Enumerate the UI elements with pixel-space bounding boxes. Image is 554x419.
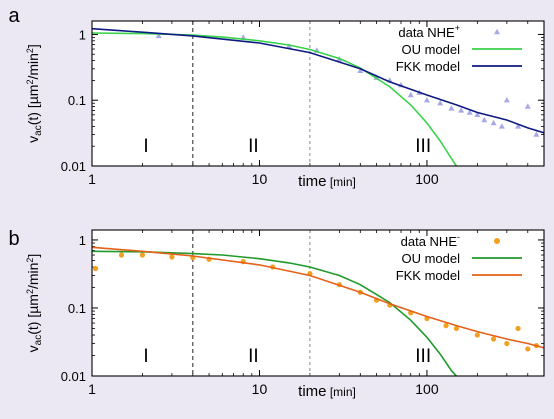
y-axis-label: vac(t) [µm2/min2] bbox=[25, 254, 44, 353]
regime-label: I bbox=[143, 136, 148, 157]
y-axis-label-end: ] bbox=[25, 44, 41, 48]
x-tick-label: 1 bbox=[88, 171, 96, 187]
panel-label: b bbox=[8, 228, 19, 250]
legend-label: data NHE- bbox=[401, 232, 460, 249]
y-axis-label-sub: ac bbox=[33, 125, 44, 136]
x-tick-label: 10 bbox=[252, 171, 268, 187]
x-axis-label-unit: [min] bbox=[327, 385, 356, 399]
legend-label: data NHE+ bbox=[398, 23, 460, 40]
data-point-circle bbox=[118, 252, 125, 258]
data-point-circle bbox=[92, 265, 99, 272]
data-point-triangle bbox=[466, 109, 473, 115]
plot-frame bbox=[91, 20, 545, 167]
series-line bbox=[92, 27, 544, 134]
regime-label: I bbox=[143, 346, 148, 367]
data-point-triangle bbox=[407, 91, 414, 98]
legend-marker-circle bbox=[494, 238, 500, 244]
data-point-circle bbox=[453, 325, 460, 332]
data-point-circle bbox=[525, 346, 531, 352]
legend-label: FKK model bbox=[396, 268, 460, 283]
data-point-circle bbox=[490, 336, 497, 342]
regime-label: II bbox=[248, 346, 259, 367]
y-axis-label-rest: (t) [µm bbox=[25, 294, 41, 335]
legend-marker-triangle bbox=[494, 28, 500, 35]
legend-label: OU model bbox=[401, 251, 460, 266]
x-axis-label-main: time bbox=[298, 173, 326, 190]
x-axis-label: time [min] bbox=[298, 173, 356, 190]
legend-label-text: data NHE bbox=[401, 234, 458, 249]
legend-label: FKK model bbox=[396, 59, 460, 74]
y-axis-label-mid: /min bbox=[25, 53, 41, 79]
y-tick-label: 1 bbox=[79, 233, 86, 248]
y-axis-label-mid: /min bbox=[25, 263, 41, 289]
y-tick-label: 1 bbox=[79, 27, 86, 42]
x-axis-label-unit: [min] bbox=[327, 175, 356, 189]
data-layer bbox=[92, 27, 544, 166]
y-axis-label-sup1: 2 bbox=[25, 289, 35, 294]
data-point-circle bbox=[474, 332, 480, 338]
plot-frame bbox=[91, 229, 545, 377]
data-point-circle bbox=[169, 254, 175, 260]
legend-label-sup: + bbox=[455, 23, 460, 33]
regime-label: III bbox=[415, 136, 431, 157]
series-line bbox=[92, 32, 458, 166]
legend-label-text: data NHE bbox=[398, 25, 455, 40]
legend-label-text: OU model bbox=[401, 42, 460, 57]
y-axis-label-end: ] bbox=[25, 254, 41, 258]
y-axis-label-sup2: 2 bbox=[25, 48, 35, 53]
legend-label: OU model bbox=[401, 42, 460, 57]
data-point-triangle bbox=[448, 105, 455, 111]
x-tick-label: 10 bbox=[252, 381, 268, 397]
y-axis-label: vac(t) [µm2/min2] bbox=[25, 44, 44, 143]
data-point-triangle bbox=[498, 123, 505, 129]
y-tick-label: 0.1 bbox=[68, 93, 86, 108]
series-line bbox=[92, 250, 457, 376]
x-axis-label-main: time bbox=[298, 383, 326, 400]
x-tick-label: 100 bbox=[415, 381, 439, 397]
data-point-triangle bbox=[474, 111, 481, 118]
data-point-circle bbox=[139, 252, 146, 258]
data-point-triangle bbox=[423, 97, 430, 103]
data-point-triangle bbox=[458, 107, 465, 113]
data-point-triangle bbox=[490, 119, 497, 126]
data-layer bbox=[92, 246, 544, 376]
y-axis-label-sup1: 2 bbox=[25, 80, 35, 85]
x-tick-label: 100 bbox=[415, 171, 439, 187]
data-point-triangle bbox=[481, 116, 488, 123]
y-axis-label-main: v bbox=[25, 345, 41, 352]
panel-label: a bbox=[8, 5, 20, 27]
y-axis-label-sup2: 2 bbox=[25, 258, 35, 263]
data-point-triangle bbox=[503, 97, 510, 103]
legend-label-sup: - bbox=[457, 232, 460, 242]
data-point-circle bbox=[515, 325, 521, 332]
y-tick-label: 0.01 bbox=[61, 159, 86, 174]
data-point-triangle bbox=[533, 131, 540, 137]
data-point-circle bbox=[443, 323, 449, 329]
y-tick-label: 0.1 bbox=[68, 301, 86, 316]
y-tick-label: 0.01 bbox=[61, 369, 86, 384]
data-point-triangle bbox=[515, 123, 522, 129]
regime-label: III bbox=[415, 346, 431, 367]
x-axis-label: time [min] bbox=[298, 383, 356, 400]
data-point-triangle bbox=[357, 67, 364, 73]
data-point-circle bbox=[504, 340, 510, 347]
legend-label-text: OU model bbox=[401, 251, 460, 266]
data-point-triangle bbox=[155, 32, 162, 39]
x-tick-label: 1 bbox=[88, 381, 96, 397]
y-axis-label-rest: (t) [µm bbox=[25, 85, 41, 126]
data-point-triangle bbox=[524, 103, 531, 109]
plot-area bbox=[92, 21, 544, 166]
y-axis-label-sub: ac bbox=[33, 335, 44, 346]
legend-label-text: FKK model bbox=[396, 268, 460, 283]
y-axis-label-main: v bbox=[25, 136, 41, 143]
series-line bbox=[92, 246, 544, 349]
legend-label-text: FKK model bbox=[396, 59, 460, 74]
regime-label: II bbox=[248, 136, 259, 157]
data-point-triangle bbox=[437, 100, 444, 106]
